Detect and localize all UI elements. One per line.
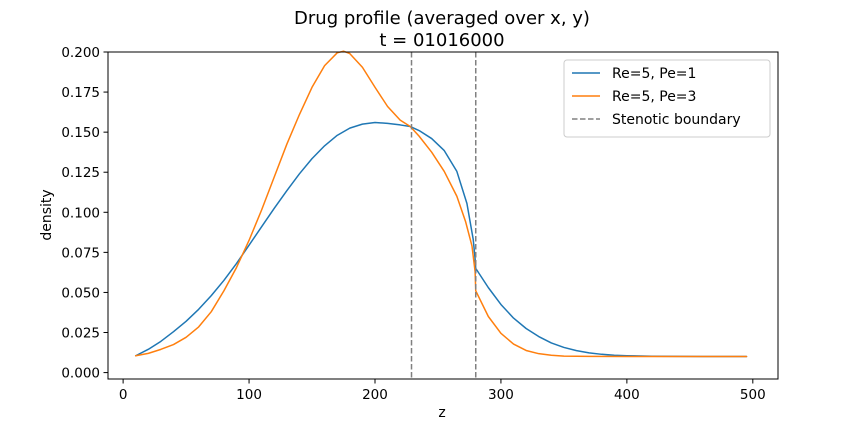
y-tick-label: 0.100 [61,205,100,221]
y-tick-label: 0.000 [61,366,100,382]
x-axis: 0 100 200 300 400 500 [119,379,766,403]
chart-title: Drug profile (averaged over x, y) [294,8,590,29]
x-tick-label: 200 [362,387,388,403]
y-tick-label: 0.025 [61,326,100,342]
legend-label: Re=5, Pe=1 [612,66,696,82]
y-tick-label: 0.050 [61,285,100,301]
x-tick-label: 400 [614,387,640,403]
x-tick-label: 100 [236,387,262,403]
legend-box [563,59,771,138]
y-tick-label: 0.175 [61,85,100,101]
chart-subtitle: t = 01016000 [379,30,504,51]
x-axis-label: z [438,405,445,421]
plot-area [107,50,779,380]
y-axis: 0.000 0.025 0.050 0.075 0.100 0.125 0.150 0.175… [61,45,108,382]
legend: Re=5, Pe=1 Re=5, Pe=3 Stenotic boundary [563,59,771,138]
x-tick-label: 500 [740,387,766,403]
x-tick-label: 300 [488,387,514,403]
y-tick-label: 0.150 [61,125,100,141]
y-tick-label: 0.125 [61,165,100,181]
series-line-2 [134,50,748,358]
x-tick-label: 0 [119,387,128,403]
series-line-1 [134,121,748,358]
axes-frame [107,51,779,380]
legend-label: Stenotic boundary [612,112,741,128]
y-tick-label: 0.075 [61,245,100,261]
legend-label: Re=5, Pe=3 [612,89,696,105]
y-axis-label: density [39,189,55,240]
y-tick-label: 0.200 [61,45,100,61]
